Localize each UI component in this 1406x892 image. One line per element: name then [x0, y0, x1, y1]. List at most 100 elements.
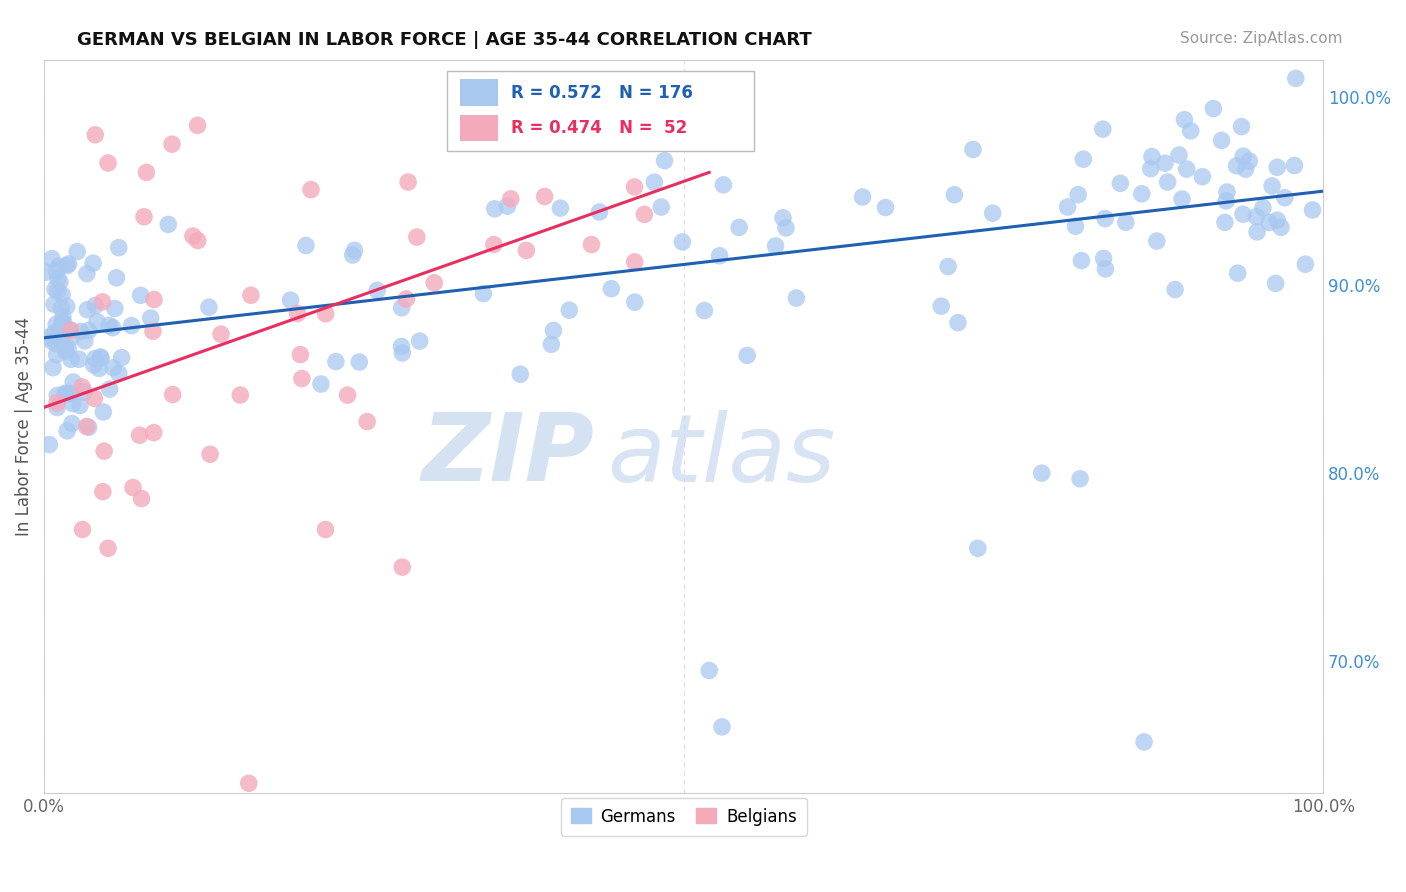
Point [45, 396, 67, 410]
Point [72, 523, 94, 537]
Point [59, 323, 82, 337]
Point [600, 282, 623, 296]
Point [82, 256, 104, 270]
Point [60, 330, 83, 344]
Point [121, 318, 143, 333]
Point [929, 299, 952, 313]
Point [38, 330, 60, 344]
Point [1146, 234, 1168, 248]
Point [643, 175, 665, 189]
Point [1031, 466, 1053, 480]
Point [697, 664, 720, 678]
Point [391, 346, 413, 360]
Point [624, 81, 647, 95]
Point [735, 348, 758, 362]
Point [1284, 159, 1306, 173]
Point [633, 207, 655, 221]
Point [46, 284, 69, 298]
Point [97, 156, 120, 170]
Point [1232, 207, 1254, 221]
Point [46, 388, 69, 402]
Point [84, 351, 107, 366]
Point [55, 344, 77, 359]
Point [1094, 262, 1116, 277]
Point [76, 419, 98, 434]
Point [77, 420, 100, 434]
Point [1202, 102, 1225, 116]
Point [84, 298, 107, 312]
Point [851, 190, 873, 204]
Point [1070, 253, 1092, 268]
Point [499, 192, 522, 206]
Point [1154, 156, 1177, 170]
Point [588, 205, 610, 219]
Point [1294, 257, 1316, 271]
Point [35, 265, 58, 279]
Point [1216, 185, 1239, 199]
Point [132, 210, 155, 224]
Point [1173, 112, 1195, 127]
Point [1175, 162, 1198, 177]
Point [623, 180, 645, 194]
Point [1239, 154, 1261, 169]
Point [60, 417, 83, 431]
Point [1215, 194, 1237, 208]
Point [135, 165, 157, 179]
Point [1168, 148, 1191, 162]
Point [139, 311, 162, 326]
Point [56, 259, 79, 273]
Point [343, 244, 366, 258]
Point [45, 348, 67, 362]
Point [239, 288, 262, 302]
Point [143, 293, 166, 307]
Point [1211, 133, 1233, 147]
Point [1230, 120, 1253, 134]
Point [1191, 169, 1213, 184]
Point [482, 237, 505, 252]
Point [1264, 277, 1286, 291]
Point [42, 297, 65, 311]
Point [875, 201, 897, 215]
Point [93, 444, 115, 458]
Point [62, 397, 84, 411]
Point [49, 275, 72, 289]
Point [107, 367, 129, 381]
FancyBboxPatch shape [460, 114, 498, 141]
Point [209, 327, 232, 342]
Point [287, 306, 309, 320]
Point [91, 405, 114, 419]
Point [1265, 161, 1288, 175]
Point [53, 386, 76, 401]
Point [1171, 192, 1194, 206]
Point [650, 200, 672, 214]
Point [391, 560, 413, 574]
Point [1265, 213, 1288, 227]
Point [396, 175, 419, 189]
Point [128, 428, 150, 442]
Point [423, 276, 446, 290]
Point [67, 352, 90, 367]
Text: R = 0.474   N =  52: R = 0.474 N = 52 [510, 119, 688, 136]
Point [366, 284, 388, 298]
Point [49, 323, 72, 337]
Point [1130, 186, 1153, 201]
Point [91, 294, 114, 309]
Legend: Germans, Belgians: Germans, Belgians [561, 797, 807, 836]
Point [1064, 219, 1087, 234]
Text: atlas: atlas [607, 410, 835, 501]
Point [51, 315, 73, 329]
Point [509, 367, 531, 381]
Point [51, 301, 73, 315]
Point [55, 342, 77, 356]
Point [45, 318, 67, 332]
Point [772, 211, 794, 225]
Point [48, 259, 70, 273]
Point [1164, 283, 1187, 297]
Point [107, 241, 129, 255]
Point [48, 330, 70, 344]
Point [42, 360, 65, 375]
Point [187, 119, 209, 133]
Point [280, 293, 302, 307]
Point [550, 201, 572, 215]
Point [409, 334, 432, 348]
